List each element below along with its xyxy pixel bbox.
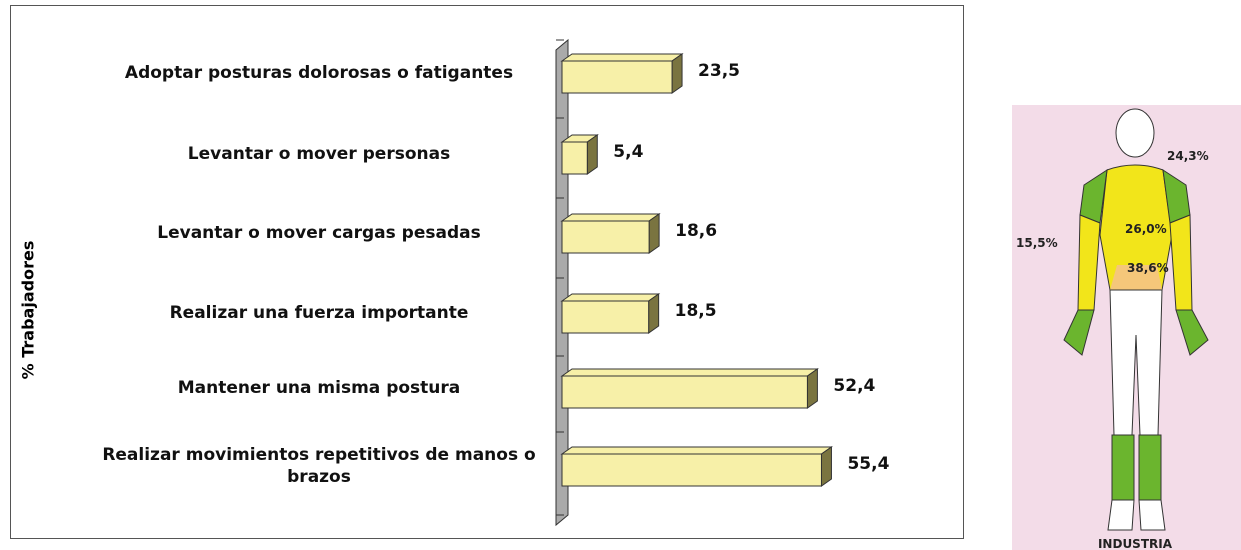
page: % Trabajadores Adoptar posturas dolorosa… <box>0 0 1241 550</box>
bar <box>562 301 649 333</box>
bar-top <box>562 54 682 61</box>
figure-label: 38,6% <box>1127 261 1169 275</box>
left-arm <box>1078 215 1100 310</box>
left-shin <box>1112 435 1134 500</box>
figure-caption: INDUSTRIA <box>1098 537 1173 550</box>
body-figure-svg: 24,3% 26,0% 38,6% 15,5% INDUSTRIA <box>1012 105 1241 550</box>
bar <box>562 221 649 253</box>
value-label: 55,4 <box>847 454 889 474</box>
right-shin <box>1139 435 1161 500</box>
chart: 23,5 5,4 18,6 18,5 52,4 55,4 <box>0 0 1000 550</box>
bar-side <box>807 369 817 408</box>
bar <box>562 454 821 486</box>
head <box>1116 109 1154 157</box>
bar-top <box>562 294 659 301</box>
right-hand <box>1176 310 1208 355</box>
value-label: 18,6 <box>675 221 717 241</box>
value-label: 5,4 <box>613 142 643 162</box>
feet <box>1108 500 1165 530</box>
bar <box>562 61 672 93</box>
bar-top <box>562 369 817 376</box>
figure-label: 15,5% <box>1016 236 1058 250</box>
figure-label: 26,0% <box>1125 222 1167 236</box>
value-label: 52,4 <box>833 376 875 396</box>
bar-top <box>562 447 831 454</box>
body-figure: 24,3% 26,0% 38,6% 15,5% INDUSTRIA <box>1012 105 1241 550</box>
bar-side <box>587 135 597 174</box>
bar <box>562 376 807 408</box>
figure-label: 24,3% <box>1167 149 1209 163</box>
right-arm <box>1170 215 1192 310</box>
value-label: 18,5 <box>675 301 717 321</box>
bar-side <box>821 447 831 486</box>
left-hand <box>1064 310 1094 355</box>
bar-side <box>649 294 659 333</box>
bar-top <box>562 214 659 221</box>
bar <box>562 142 587 174</box>
value-label: 23,5 <box>698 61 740 81</box>
legs <box>1110 290 1162 435</box>
bar-side <box>649 214 659 253</box>
bar-side <box>672 54 682 93</box>
